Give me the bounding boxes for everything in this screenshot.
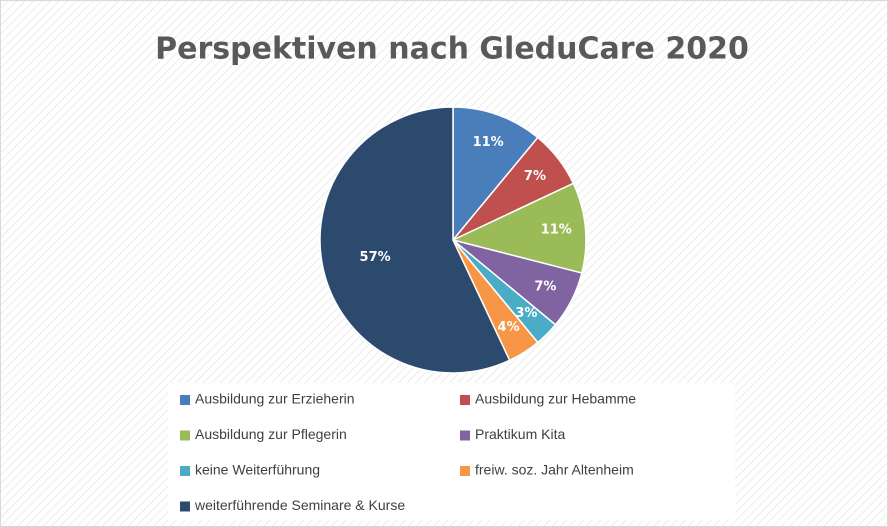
data-label: 7% <box>524 169 546 184</box>
legend-label: Ausbildung zur Erzieherin <box>195 391 355 407</box>
data-label: 57% <box>360 250 391 265</box>
legend-label: freiw. soz. Jahr Altenheim <box>475 462 634 478</box>
legend-swatch <box>180 395 190 405</box>
legend-label: Ausbildung zur Hebamme <box>475 391 636 407</box>
data-label: 7% <box>534 280 556 295</box>
legend-label: Praktikum Kita <box>475 426 565 442</box>
data-label: 4% <box>498 320 520 335</box>
legend-swatch <box>460 430 470 441</box>
data-label: 11% <box>541 223 572 238</box>
pie-slice <box>319 106 511 374</box>
legend-swatch <box>460 395 470 405</box>
pie-slice <box>452 106 539 243</box>
legend-swatch <box>460 466 470 476</box>
legend-swatch <box>180 430 190 441</box>
data-label: 3% <box>515 306 537 321</box>
legend-label: keine Weiterführung <box>195 462 320 478</box>
legend-box <box>168 383 735 520</box>
legend-swatch <box>180 466 190 476</box>
legend-swatch <box>180 501 190 512</box>
legend-label: weiterführende Seminare & Kurse <box>194 497 405 513</box>
pie-slice <box>450 182 587 274</box>
data-label: 11% <box>473 135 504 150</box>
legend-label: Ausbildung zur Pflegerin <box>195 426 347 442</box>
chart-title: Perspektiven nach GleduCare 2020 <box>155 32 749 67</box>
